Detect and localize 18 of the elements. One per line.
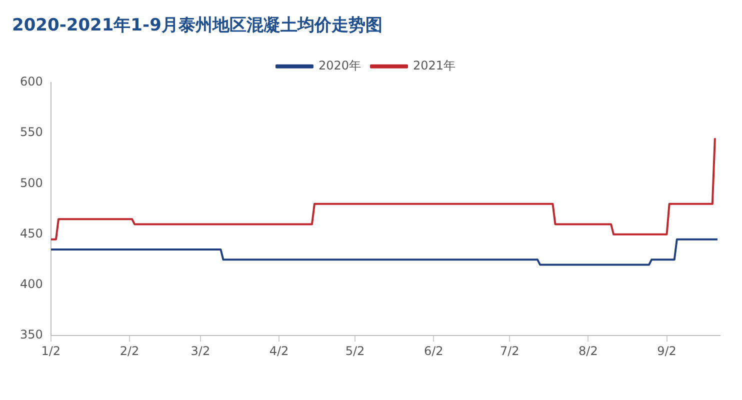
x-tick-label: 8/2 [578,344,598,358]
x-tick-label: 7/2 [500,344,520,358]
y-tick-label: 550 [20,125,43,140]
x-tick-label: 1/2 [41,344,61,358]
x-tick-label: 4/2 [269,344,289,358]
y-tick-label: 350 [20,328,43,342]
x-tick-label: 9/2 [657,344,676,358]
y-tick-label: 400 [20,277,43,292]
chart-title: 2020-2021年1-9月泰州地区混凝土均价走势图 [12,16,382,36]
x-tick-label: 3/2 [190,344,210,358]
x-tick-label: 6/2 [424,344,444,358]
y-tick-label: 500 [20,176,43,190]
x-tick-label: 2/2 [120,344,140,358]
legend-label: 2021年 [413,58,456,73]
y-tick-label: 450 [20,226,43,240]
legend-label: 2020年 [318,58,362,73]
x-tick-label: 5/2 [345,344,365,358]
y-tick-label: 600 [20,74,43,89]
